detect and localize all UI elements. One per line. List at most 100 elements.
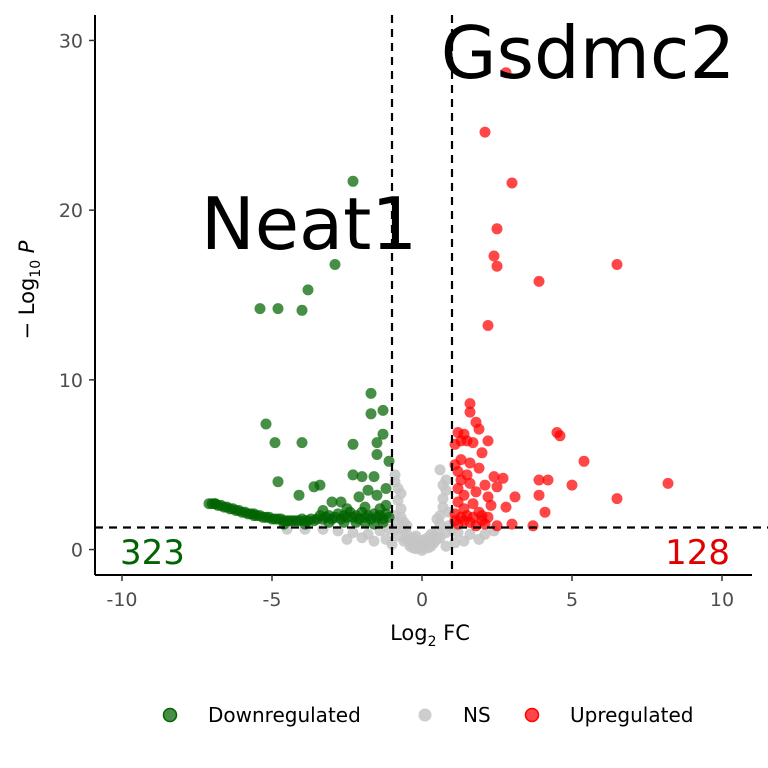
legend-swatch-downregulated [162, 707, 178, 723]
downregulated-point [380, 483, 392, 494]
upregulated-point [488, 250, 500, 262]
legend-label-downregulated: Downregulated [208, 703, 361, 727]
ns-point [437, 479, 449, 491]
upregulated-point [491, 260, 503, 272]
upregulated-point [476, 447, 488, 459]
down-count-label: 323 [120, 533, 185, 573]
upregulated-point [539, 506, 551, 518]
legend-label-ns: NS [463, 703, 491, 727]
axis-ticks: -10 -5 0 5 10 0 10 20 30 [59, 30, 734, 611]
x-tick-label: 5 [566, 589, 578, 611]
downregulated-point [254, 303, 266, 315]
downregulated-point [365, 387, 377, 399]
legend-swatch-upregulated [524, 707, 540, 723]
upregulated-point [464, 398, 476, 410]
upregulated-point [662, 477, 674, 489]
upregulated-point [554, 430, 566, 442]
upregulated-point [491, 520, 503, 532]
upregulated-point [467, 498, 479, 510]
upregulated-point [497, 472, 509, 484]
upregulated-point [473, 423, 485, 435]
downregulated-point [371, 489, 383, 501]
downregulated-point [323, 516, 335, 528]
y-tick-label: 10 [59, 370, 83, 392]
legend: Downregulated NS Upregulated [162, 703, 693, 727]
downregulated-point [377, 516, 389, 528]
downregulated-point [347, 469, 359, 481]
legend-label-upregulated: Upregulated [570, 703, 693, 727]
downregulated-point [362, 484, 374, 496]
upregulated-point [482, 320, 494, 331]
upregulated-point [485, 499, 497, 511]
upregulated-point [473, 462, 485, 474]
upregulated-point [506, 177, 518, 189]
upregulated-point [479, 479, 491, 491]
upregulated-point [488, 471, 500, 483]
upregulated-point [533, 474, 545, 486]
cutoff-lines [95, 15, 768, 575]
downregulated-point [377, 404, 389, 416]
upregulated-point [533, 275, 545, 287]
upregulated-point [464, 406, 476, 418]
gene-label-neat1: Neat1 [201, 182, 417, 266]
ns-point [356, 532, 368, 544]
ns-point [437, 493, 449, 505]
downregulated-point [377, 428, 389, 440]
upregulated-point [500, 67, 512, 79]
ns-point [392, 530, 404, 542]
upregulated-point [482, 491, 494, 503]
downregulated-point [359, 516, 371, 528]
upregulated-point [458, 515, 470, 527]
upregulated-point [479, 126, 491, 138]
ns-point [386, 539, 398, 550]
downregulated-point [269, 437, 281, 449]
upregulated-point [491, 481, 503, 493]
upregulated-point [476, 515, 488, 527]
ns-point [431, 513, 443, 525]
legend-swatch-ns [418, 708, 432, 722]
downregulated-point [272, 303, 284, 315]
downregulated-point [371, 437, 383, 449]
upregulated-point [611, 493, 623, 505]
downregulated-point [308, 481, 320, 493]
downregulated-point [365, 408, 377, 420]
x-axis-title: Log2 FC [390, 621, 470, 650]
ns-point [395, 488, 407, 499]
ns-point [341, 533, 353, 545]
upregulated-point [542, 474, 554, 486]
upregulated-point [611, 259, 623, 270]
downregulated-point [368, 471, 380, 483]
up-count-label: 128 [665, 533, 730, 573]
upregulated-point [566, 479, 578, 491]
y-tick-label: 20 [59, 200, 83, 222]
downregulated-point [272, 476, 284, 488]
gene-label-gsdmc2: Gsdmc2 [441, 11, 736, 95]
gene-labels: Gsdmc2 Neat1 [201, 11, 735, 266]
x-tick-label: 0 [416, 589, 428, 611]
y-tick-label: 30 [59, 30, 83, 52]
downregulated-point [350, 516, 362, 528]
ns-point [440, 540, 452, 552]
upregulated-point [467, 437, 479, 449]
downregulated-point [347, 438, 359, 450]
upregulated-point [578, 455, 590, 467]
upregulated-point [455, 474, 467, 486]
ns-point [368, 535, 380, 547]
downregulated-point [260, 418, 272, 430]
downregulated-point [248, 508, 260, 520]
count-labels: 323 128 [120, 533, 730, 573]
ns-point [473, 533, 485, 545]
ns-point [425, 528, 437, 540]
x-tick-label: -10 [106, 589, 137, 611]
points-layer [203, 67, 674, 556]
downregulated-point [371, 449, 383, 460]
downregulated-point [296, 304, 308, 316]
upregulated-point [452, 466, 464, 477]
downregulated-point [326, 496, 338, 508]
axes [94, 15, 752, 576]
downregulated-point [353, 491, 365, 503]
ns-point [434, 532, 446, 544]
x-tick-label: 10 [710, 589, 734, 611]
